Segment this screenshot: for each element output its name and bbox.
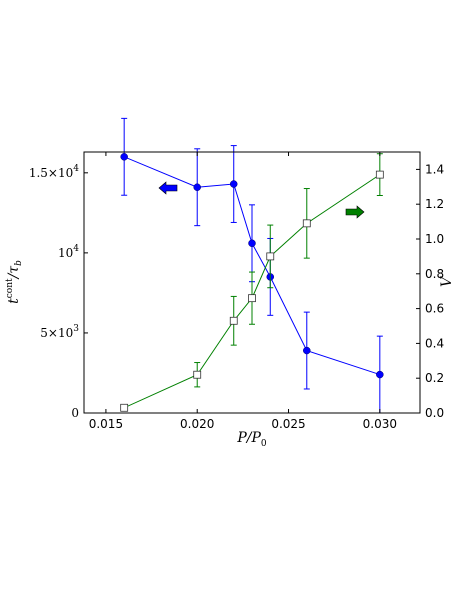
data-point	[120, 403, 129, 412]
annotation-layer	[158, 181, 365, 219]
y-right-tick-label: 0.0	[425, 406, 444, 420]
data-point	[248, 239, 256, 248]
y-right-tick-label: 1.4	[425, 162, 444, 176]
y-left-tick-label: 5×103	[40, 324, 79, 340]
x-axis: 0.015 0.020 0.025 0.030	[89, 152, 397, 431]
data-point	[193, 183, 201, 191]
y-right-tick-label: 0.2	[425, 371, 444, 385]
data-point	[120, 153, 128, 161]
data-point	[248, 294, 256, 303]
y-left-tick-label: 104	[58, 244, 79, 260]
y-left-tick-label: 1.5×104	[29, 164, 79, 180]
data-point	[303, 346, 311, 355]
data-point	[376, 370, 384, 379]
y-axis-left: 0 5×103 104 1.5×104	[29, 164, 88, 420]
x-axis-label: P/P0	[236, 430, 267, 449]
data-point	[302, 219, 311, 228]
series-blue	[120, 117, 384, 414]
data-point	[266, 252, 275, 261]
series-green	[120, 153, 384, 412]
x-tick-label: 0.025	[271, 417, 305, 431]
y-axis-right: 0.0 0.2 0.4 0.6 0.8 1.0 1.2 1.4	[416, 162, 444, 420]
y-left-tick-label: 0	[71, 406, 79, 420]
data-point	[229, 180, 238, 188]
x-tick-label: 0.020	[180, 417, 214, 431]
series-layer	[120, 117, 384, 414]
data-point	[375, 170, 384, 179]
y-axis-right-label: V	[439, 275, 455, 287]
right-axis-arrow	[345, 205, 365, 219]
y-right-tick-label: 1.0	[425, 232, 444, 246]
x-tick-label: 0.030	[363, 417, 397, 431]
data-point	[229, 316, 238, 325]
plot-frame	[83, 151, 421, 414]
y-right-tick-label: 1.2	[425, 197, 444, 211]
y-right-tick-label: 0.4	[425, 336, 444, 350]
y-axis-left-label: tcont/τb	[5, 260, 24, 304]
data-point	[193, 370, 202, 379]
x-tick-label: 0.015	[89, 417, 123, 431]
y-right-tick-label: 0.8	[425, 267, 444, 281]
left-axis-arrow	[158, 181, 178, 195]
y-right-tick-label: 0.6	[425, 302, 444, 316]
